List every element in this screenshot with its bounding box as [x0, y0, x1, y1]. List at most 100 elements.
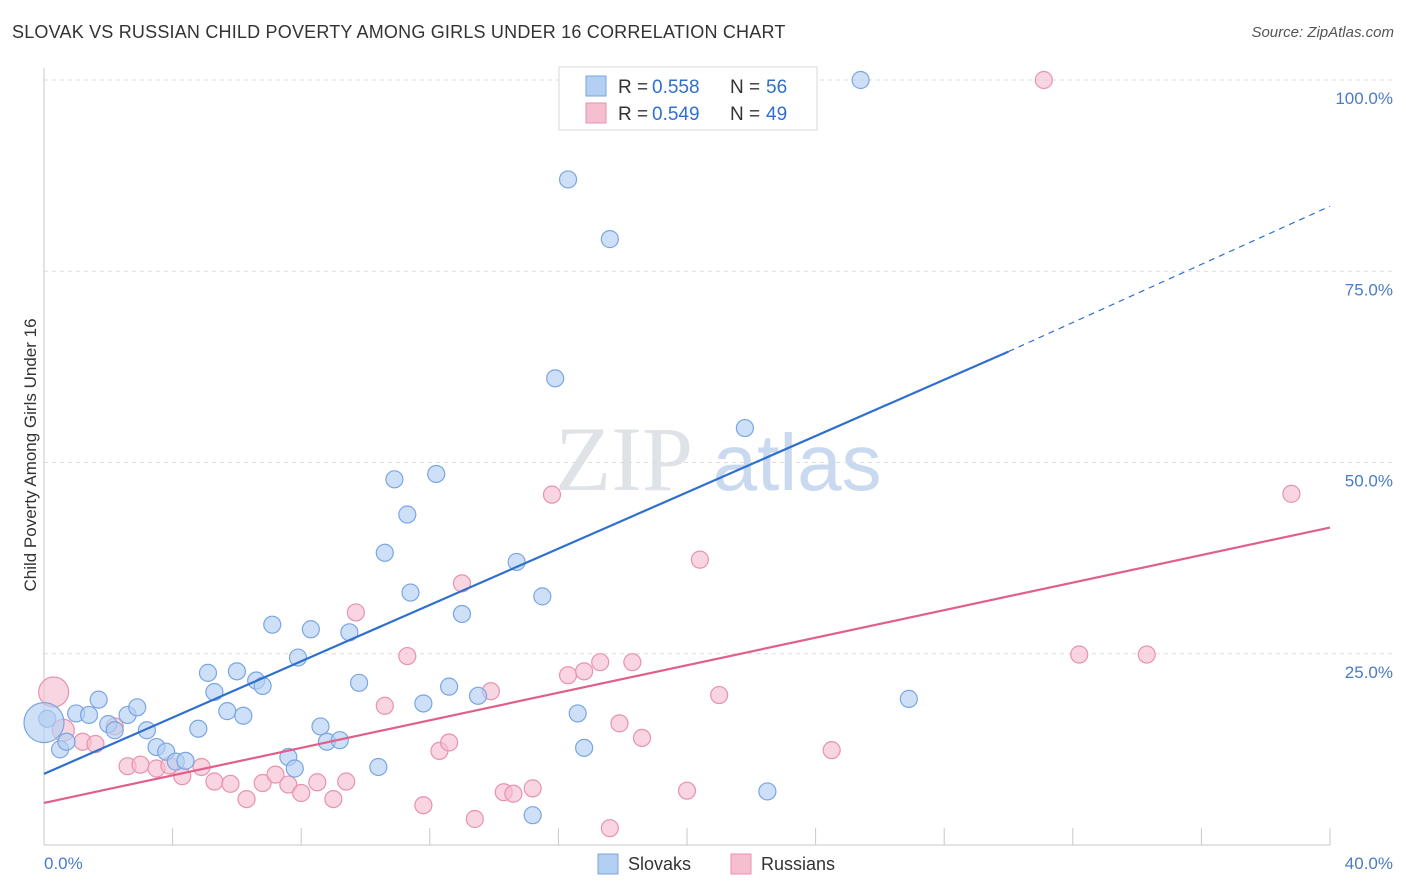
russians-point	[324, 789, 343, 809]
slovaks-point	[401, 583, 420, 602]
russians-point	[375, 696, 394, 715]
slovaks-point	[285, 759, 304, 778]
russians-point	[690, 550, 709, 569]
slovaks-point	[57, 732, 76, 751]
slovaks-point	[558, 170, 578, 189]
slovaks-point	[375, 543, 394, 562]
russians-point	[308, 773, 327, 792]
russians-point	[266, 765, 285, 784]
russians-point	[131, 755, 150, 774]
source-label: Source: ZipAtlas.com	[1251, 24, 1394, 41]
slovaks-point	[899, 689, 918, 708]
russians-trend-line	[43, 526, 1331, 805]
slovaks-point	[89, 690, 108, 709]
russians-point	[414, 796, 433, 815]
russians-point	[337, 772, 356, 791]
y-axis-title: Child Poverty Among Girls Under 16	[21, 318, 40, 591]
russians-point	[710, 685, 729, 705]
russians-point	[253, 773, 272, 793]
slovaks-trend-line	[43, 350, 1009, 775]
slovaks-point	[128, 698, 147, 717]
russians-point	[504, 784, 523, 803]
legend-slovaks-swatch	[585, 75, 607, 97]
russians-point	[575, 662, 594, 681]
slovaks-point	[301, 620, 320, 639]
legend-top[interactable]: R = 0.558 N = 56 R = 0.549 N = 49	[558, 66, 818, 131]
bottom-legend-slovaks-label: Slovaks	[628, 854, 691, 874]
y-tick-label-2: 50.0%	[1345, 472, 1393, 491]
slovaks-point	[105, 721, 124, 740]
slovaks-point	[385, 470, 404, 489]
russians-point	[86, 734, 105, 754]
slovaks-point	[439, 677, 459, 696]
slovaks-point	[568, 704, 587, 723]
russians-point	[292, 783, 311, 803]
bottom-legend-russians-swatch	[730, 853, 752, 875]
watermark: ZIP atlas	[555, 408, 882, 510]
slovaks-trend-extension	[1008, 205, 1331, 353]
y-tick-label-1: 75.0%	[1345, 280, 1393, 299]
slovaks-point	[414, 694, 433, 713]
russians-point	[1137, 645, 1156, 664]
legend-russians-swatch	[585, 102, 607, 124]
slovaks-point	[311, 717, 330, 736]
russians-point	[591, 653, 610, 672]
legend-russians-n-value: 49	[766, 104, 787, 125]
russians-point	[439, 733, 459, 752]
russians-point	[558, 666, 578, 685]
russians-point	[600, 819, 619, 838]
slovaks-point	[176, 751, 195, 770]
y-tick-label-0: 100.0%	[1335, 89, 1393, 108]
russians-point	[542, 485, 562, 504]
legend-slovaks-r-value: 0.558	[652, 77, 700, 98]
bottom-legend-russians-label: Russians	[761, 854, 835, 874]
slovaks-point	[533, 587, 552, 606]
russians-point	[346, 603, 365, 622]
x-tick-label-0: 0.0%	[44, 854, 83, 873]
slovaks-point	[23, 701, 65, 744]
russians-point	[822, 741, 841, 760]
slovaks-point	[575, 738, 594, 757]
russians-point	[623, 653, 642, 672]
slovaks-point	[427, 464, 446, 484]
legend-bottom[interactable]: Slovaks Russians	[597, 853, 835, 875]
russians-point	[279, 775, 298, 794]
russians-point	[398, 646, 417, 666]
slovaks-point	[758, 782, 777, 801]
slovaks-point	[79, 705, 99, 725]
slovaks-point	[218, 702, 237, 721]
slovaks-point	[369, 757, 388, 777]
slovaks-point	[349, 673, 369, 692]
slovaks-point	[234, 706, 253, 725]
legend-slovaks-r-label: R =	[618, 77, 648, 98]
slovaks-point	[205, 682, 224, 702]
slovaks-point	[468, 686, 488, 705]
legend-russians-r-value: 0.549	[652, 104, 700, 125]
watermark-zip: ZIP	[555, 408, 690, 510]
legend-slovaks-n-value: 56	[766, 77, 787, 98]
trend-lines	[43, 205, 1331, 805]
legend-russians-r-label: R =	[618, 104, 648, 125]
slovaks-point	[189, 719, 208, 738]
russians-point	[205, 772, 224, 791]
slovaks-point	[600, 230, 619, 249]
slovaks-point	[227, 662, 246, 681]
x-tick-label-1: 40.0%	[1345, 854, 1393, 873]
russians-point	[1034, 70, 1053, 90]
slovaks-point	[735, 418, 754, 438]
russians-point	[523, 779, 542, 798]
russians-point	[1282, 484, 1301, 503]
slovaks-point	[851, 70, 870, 90]
slovaks-point	[263, 615, 282, 634]
russians-point	[221, 774, 240, 793]
gridlines	[44, 79, 1392, 655]
chart-title: SLOVAK VS RUSSIAN CHILD POVERTY AMONG GI…	[12, 22, 786, 42]
slovaks-point	[546, 369, 565, 388]
tick-labels: 100.0% 75.0% 50.0% 25.0% 0.0% 40.0%	[44, 89, 1393, 873]
slovaks-point	[198, 663, 218, 682]
russians-point	[237, 789, 256, 809]
y-tick-label-3: 25.0%	[1345, 663, 1393, 682]
legend-russians-n-label: N =	[730, 104, 760, 125]
russians-point	[610, 714, 629, 733]
